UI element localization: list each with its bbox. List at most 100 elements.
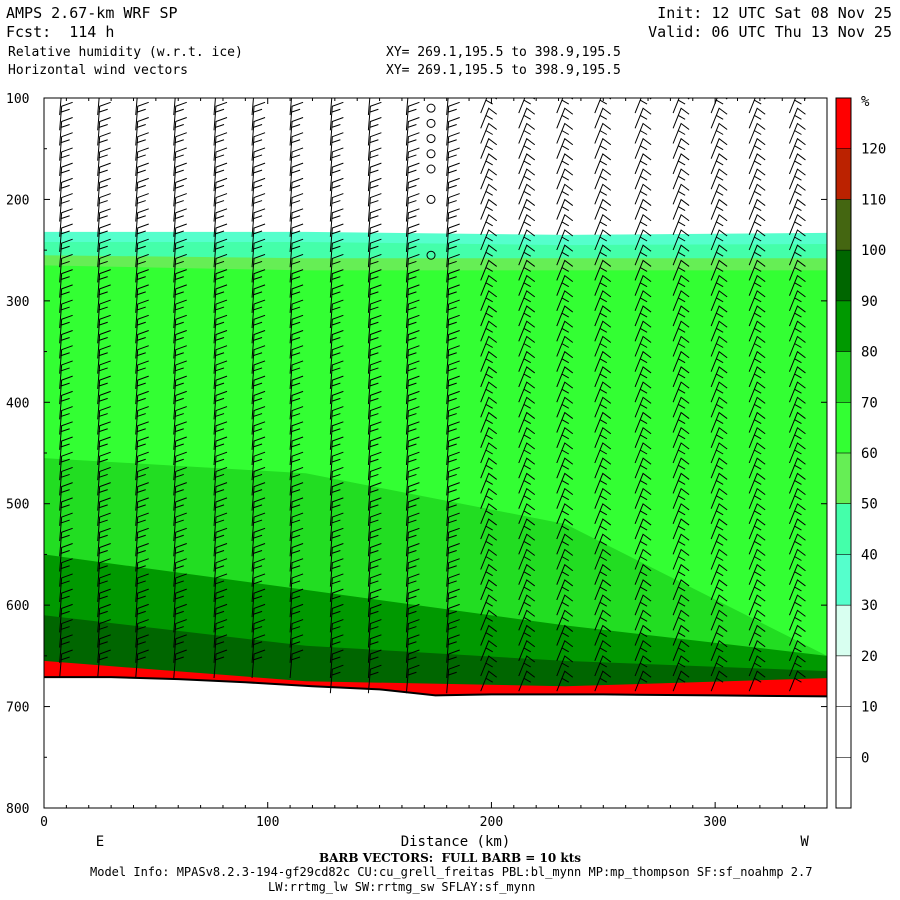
wind-barb: [59, 269, 73, 298]
wind-barb: [446, 193, 460, 222]
wind-barb: [289, 208, 304, 237]
wind-barb: [518, 670, 536, 692]
wind-barb: [251, 649, 266, 679]
wind-barb: [173, 360, 187, 389]
wind-barb: [405, 588, 420, 618]
wind-barb: [405, 451, 420, 481]
wind-barb: [748, 183, 766, 205]
x-tick-label: 0: [40, 815, 48, 830]
wind-barb: [594, 457, 612, 479]
wind-barb: [672, 624, 690, 646]
xy-line-2: XY= 269.1,195.5 to 398.9,195.5: [386, 63, 621, 78]
wind-barb: [634, 229, 652, 251]
wind-barb: [173, 527, 187, 557]
wind-barb: [213, 345, 228, 374]
wind-barb: [329, 238, 344, 268]
wind-barb: [367, 649, 382, 679]
wind-barb: [97, 543, 111, 572]
wind-barb: [446, 406, 460, 435]
wind-barb: [480, 457, 498, 479]
wind-barb: [135, 527, 149, 557]
wind-barb: [594, 563, 612, 585]
wind-barb: [59, 619, 73, 648]
wind-barb: [405, 512, 420, 542]
wind-barb: [788, 274, 806, 296]
wind-barb: [367, 451, 382, 481]
wind-barb: [173, 451, 187, 481]
wind-barb: [634, 396, 652, 418]
wind-barb: [367, 543, 382, 572]
wind-barb: [594, 290, 612, 312]
wind-barb: [289, 634, 304, 663]
wind-barb: [480, 244, 498, 266]
wind-barb: [59, 573, 73, 602]
wind-barb: [672, 533, 690, 555]
wind-barb: [788, 98, 806, 114]
wind-barb: [446, 177, 460, 207]
wind-barb: [135, 284, 149, 313]
y-tick-label: 300: [6, 295, 29, 310]
wind-barb: [672, 442, 690, 464]
wind-barb: [710, 442, 728, 464]
wind-barb: [748, 229, 766, 251]
wind-barb: [518, 107, 536, 129]
wind-barb: [59, 132, 73, 161]
wind-barb: [367, 238, 382, 268]
wind-barb: [748, 472, 766, 494]
colorbar-label: 110: [861, 192, 886, 208]
wind-barb: [405, 299, 420, 329]
wind-barb: [480, 639, 498, 661]
wind-barb: [710, 168, 728, 190]
wind-barb: [289, 345, 304, 374]
wind-barb: [251, 588, 266, 618]
calm-wind-circle: [426, 103, 436, 113]
wind-barb: [59, 162, 73, 192]
wind-barb: [97, 390, 111, 420]
wind-barb: [446, 649, 460, 679]
wind-barb: [594, 442, 612, 464]
wind-barb: [405, 177, 420, 207]
wind-barb: [97, 162, 111, 192]
calm-wind-circle: [426, 149, 436, 159]
wind-barb: [710, 229, 728, 251]
wind-barb: [446, 132, 460, 161]
wind-barb: [173, 177, 187, 207]
wind-barb: [788, 503, 806, 525]
wind-barb: [672, 153, 690, 175]
wind-barb: [446, 299, 460, 329]
wind-barb: [480, 426, 498, 448]
wind-barb: [97, 360, 111, 389]
wind-barb: [59, 101, 73, 131]
wind-barb: [135, 360, 149, 389]
wind-barb: [405, 527, 420, 557]
wind-barb: [135, 375, 149, 405]
wind-barb: [556, 548, 574, 570]
wind-barb: [173, 649, 187, 679]
wind-barb: [213, 253, 228, 283]
wind-barb: [788, 579, 806, 601]
wind-barb: [173, 466, 187, 496]
wind-barb: [446, 101, 460, 131]
wind-barb: [480, 305, 498, 327]
wind-barb: [672, 290, 690, 312]
wind-barb: [251, 482, 266, 511]
model-info: Model Info: MPASv8.2.3-194-gf29cd82c CU:…: [90, 865, 813, 879]
colorbar-box: [836, 148, 851, 200]
wind-barb: [748, 579, 766, 601]
wind-barb: [710, 213, 728, 235]
wind-barb: [748, 503, 766, 525]
wind-barb: [59, 284, 73, 313]
wind-barb: [556, 350, 574, 372]
wind-barb: [59, 497, 73, 526]
wind-barb: [367, 634, 382, 663]
wind-barb: [634, 153, 652, 175]
wind-barb: [59, 193, 73, 222]
wind-barb: [518, 183, 536, 205]
wind-barb: [173, 330, 187, 359]
wind-barb: [173, 390, 187, 420]
wind-barb: [556, 426, 574, 448]
wind-barb: [213, 360, 228, 389]
wind-barb: [289, 603, 304, 633]
wind-barb: [213, 284, 228, 313]
wind-barb: [59, 375, 73, 405]
